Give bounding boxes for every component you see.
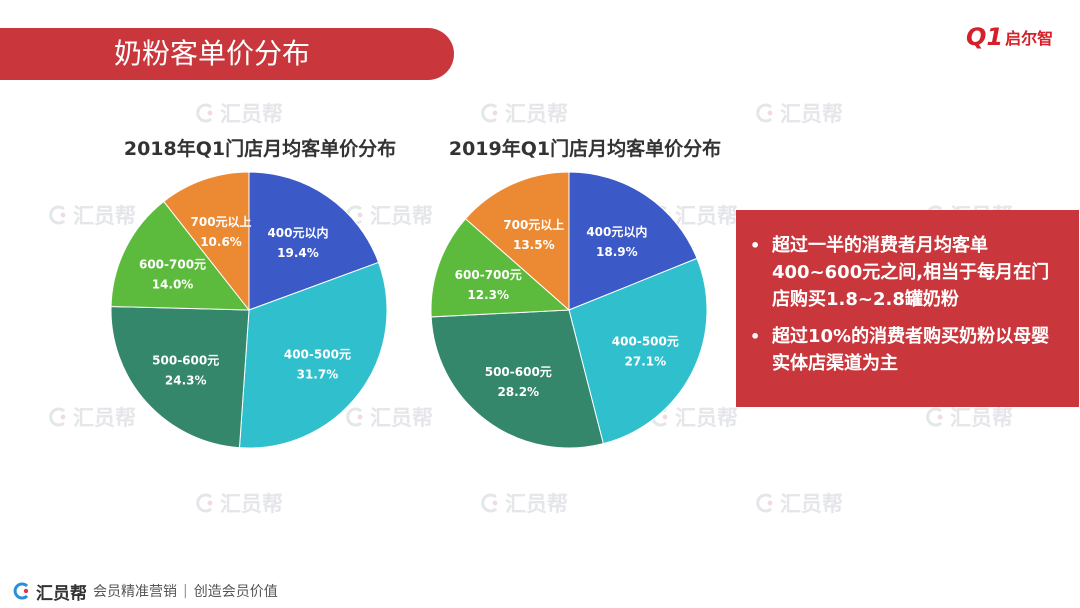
slice-category-label: 600-700元 [455, 268, 522, 282]
slice-value-label: 27.1% [625, 355, 667, 369]
slice-value-label: 19.4% [277, 246, 319, 260]
watermark: 汇员帮 [755, 488, 843, 518]
slice-category-label: 700元以上 [503, 217, 564, 232]
watermark-text: 汇员帮 [505, 492, 568, 516]
watermark-text: 汇员帮 [370, 204, 433, 228]
pie-slice [430, 309, 604, 449]
pie-slice [568, 171, 698, 311]
watermark-logo-icon [481, 103, 498, 123]
pie-slice [110, 200, 251, 311]
page-title: 奶粉客单价分布 [114, 37, 311, 70]
watermark: 汇员帮 [480, 488, 568, 518]
footer-slogan-2: 创造会员价值 [193, 584, 278, 600]
pie-slice [163, 171, 250, 312]
watermark-text: 汇员帮 [220, 492, 283, 516]
watermark-text: 汇员帮 [950, 406, 1013, 430]
watermark: 汇员帮 [650, 402, 738, 432]
chart-title-2018: 2018年Q1门店月均客单价分布 [123, 138, 397, 160]
slice-value-label: 24.3% [165, 374, 207, 388]
title-bar: 奶粉客单价分布 [0, 28, 454, 80]
watermark: 汇员帮 [48, 200, 136, 230]
watermark-text: 汇员帮 [780, 492, 843, 516]
slice-value-label: 18.9% [596, 245, 638, 259]
pie-chart-2019: 400元以内 18.9% 400-500元 27.1% 500-600元 28.2% 600… [430, 171, 708, 449]
watermark: 汇员帮 [755, 98, 843, 128]
company-logo: Q1 启尔智 [966, 24, 1053, 50]
bullet-dot: • [750, 236, 761, 255]
watermark-logo-icon [756, 103, 773, 123]
pie-slice [110, 306, 250, 449]
pie-slice [430, 218, 571, 318]
watermark-logo-icon [49, 205, 66, 225]
pie-chart-2018: 400元以内 19.4% 400-500元 31.7% 500-600元 24.3% 600… [110, 171, 388, 449]
watermark-logo-icon [196, 103, 213, 123]
watermark-text: 汇员帮 [220, 102, 283, 126]
watermark-logo-icon [926, 407, 943, 427]
slice-value-label: 28.2% [497, 385, 539, 399]
watermark-text: 汇员帮 [675, 406, 738, 430]
pie-slice [238, 261, 388, 449]
slice-category-label: 400元以内 [267, 225, 328, 240]
watermark-logo-icon [756, 493, 773, 513]
watermark-logo-icon [481, 493, 498, 513]
slice-category-label: 400元以内 [586, 224, 647, 239]
insight-callout: • 超过一半的消费者月均客单400~600元之间,相当于每月在门店购买1.8~2… [736, 210, 1079, 407]
watermark-text: 汇员帮 [73, 406, 136, 430]
bullet-dot: • [750, 327, 761, 346]
slice-value-label: 12.3% [467, 288, 509, 302]
watermark: 汇员帮 [925, 402, 1013, 432]
slice-value-label: 14.0% [152, 278, 194, 292]
slice-category-label: 700元以上 [191, 214, 252, 229]
brand-icon [13, 582, 29, 600]
watermark: 汇员帮 [48, 402, 136, 432]
watermark-logo-icon [49, 407, 66, 427]
slice-category-label: 400-500元 [284, 347, 351, 361]
footer: 汇员帮 会员精准营销 | 创造会员价值 [12, 578, 278, 604]
logo-mark: Q1 [966, 23, 1004, 51]
watermark: 汇员帮 [195, 98, 283, 128]
insight-bullet: • 超过10%的消费者购买奶粉以母婴实体店渠道为主 [750, 323, 1061, 377]
watermark: 汇员帮 [195, 488, 283, 518]
pie-slice [568, 257, 708, 445]
slice-category-label: 500-600元 [485, 365, 552, 379]
watermark: 汇员帮 [345, 402, 433, 432]
insight-bullet: • 超过一半的消费者月均客单400~600元之间,相当于每月在门店购买1.8~2… [750, 232, 1061, 313]
insight-text: 超过10%的消费者购买奶粉以母婴实体店渠道为主 [772, 326, 1050, 374]
slice-value-label: 31.7% [297, 367, 339, 381]
watermark-logo-icon [196, 493, 213, 513]
watermark-text: 汇员帮 [675, 204, 738, 228]
pie-slice [464, 171, 570, 312]
watermark-logo-icon [346, 407, 363, 427]
watermark-text: 汇员帮 [505, 102, 568, 126]
watermark-text: 汇员帮 [780, 102, 843, 126]
watermark-text: 汇员帮 [370, 406, 433, 430]
logo-text: 启尔智 [1005, 29, 1054, 48]
insight-text: 超过一半的消费者月均客单400~600元之间,相当于每月在门店购买1.8~2.8… [772, 235, 1050, 310]
slice-value-label: 13.5% [513, 238, 555, 252]
footer-slogan-1: 会员精准营销 [93, 584, 177, 600]
footer-brand: 汇员帮 [36, 583, 87, 604]
slice-value-label: 10.6% [200, 235, 242, 249]
chart-title-2019: 2019年Q1门店月均客单价分布 [448, 138, 722, 160]
watermark: 汇员帮 [480, 98, 568, 128]
slice-category-label: 600-700元 [139, 258, 206, 272]
slice-category-label: 400-500元 [612, 335, 679, 349]
footer-separator: | [183, 583, 188, 599]
pie-slice [248, 171, 380, 311]
watermark-text: 汇员帮 [73, 204, 136, 228]
slice-category-label: 500-600元 [152, 354, 219, 368]
